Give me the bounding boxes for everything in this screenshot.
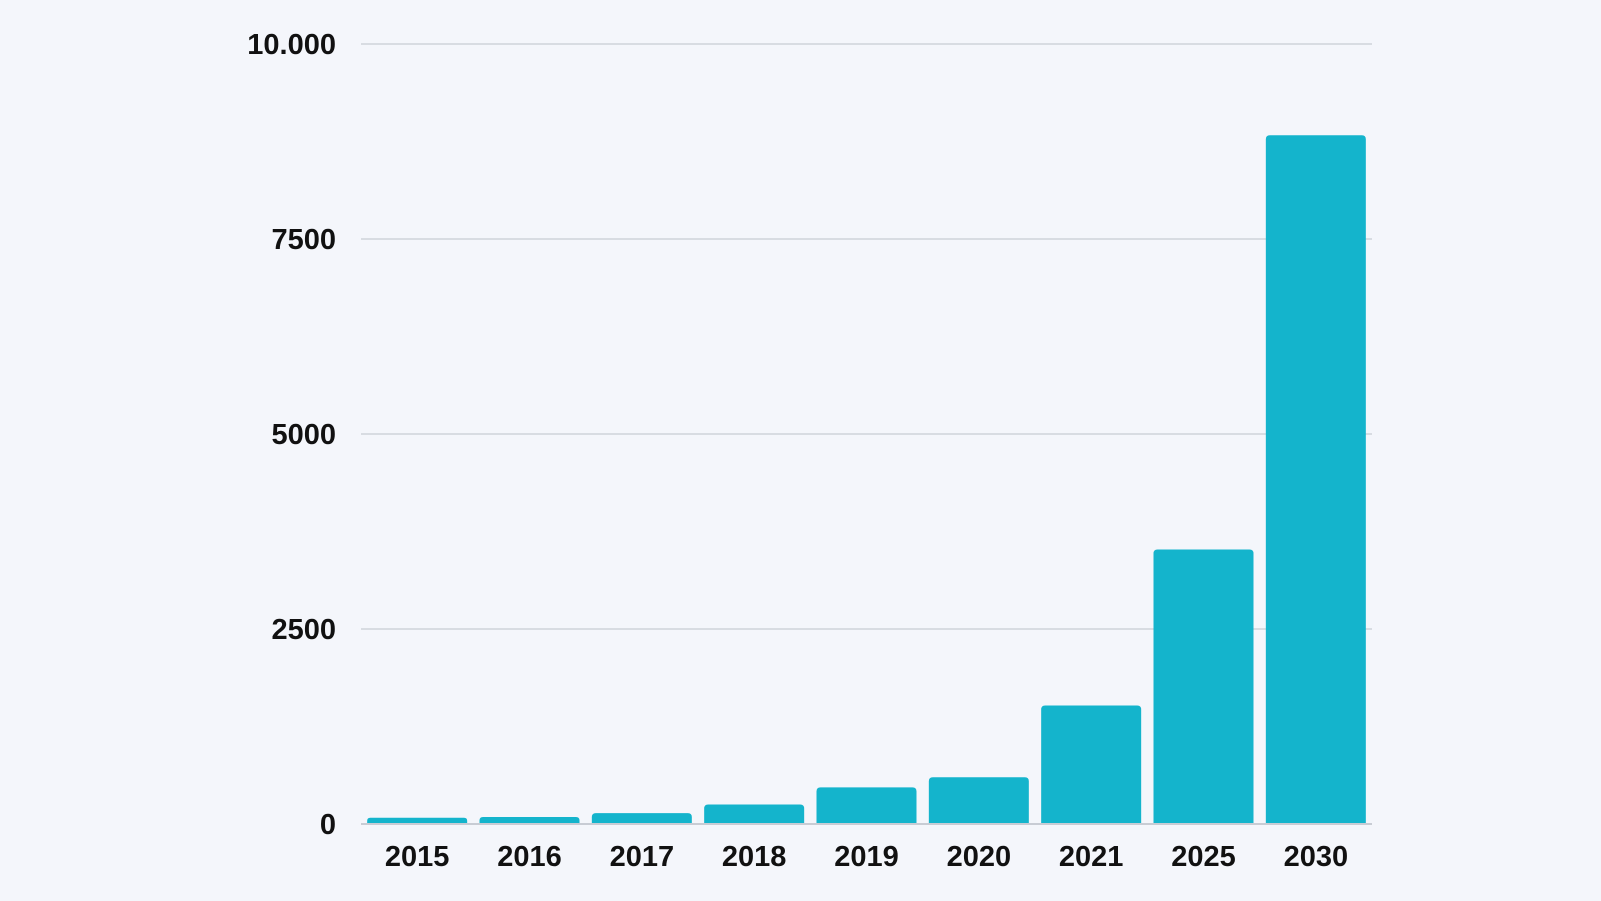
bar-2030 <box>1265 135 1366 824</box>
y-tick-label: 0 <box>320 809 336 841</box>
y-tick-label: 5000 <box>271 419 336 451</box>
bar-2016 <box>479 816 580 824</box>
bar-2018 <box>704 804 805 824</box>
x-tick-label: 2017 <box>610 841 675 873</box>
bar-2025 <box>1153 549 1254 824</box>
y-tick-label: 7500 <box>271 224 336 256</box>
x-tick-label: 2020 <box>947 841 1012 873</box>
x-tick-label: 2016 <box>497 841 562 873</box>
x-tick-labels: 2015 2016 2017 2018 2019 2020 2021 2025 2030 <box>385 841 1348 873</box>
x-tick-label: 2019 <box>834 841 899 873</box>
bar-2015 <box>367 817 468 824</box>
bar-2020 <box>928 777 1029 824</box>
y-tick-label: 2500 <box>271 614 336 646</box>
bar-2021 <box>1041 705 1142 824</box>
grid-layer <box>361 43 1372 630</box>
x-tick-label: 2030 <box>1284 841 1349 873</box>
bar-2017 <box>591 813 692 824</box>
x-tick-label: 2021 <box>1059 841 1124 873</box>
y-tick-labels: 0 2500 5000 7500 10.000 <box>247 29 336 841</box>
x-tick-label: 2018 <box>722 841 787 873</box>
y-tick-label: 10.000 <box>247 29 336 61</box>
bar-layer <box>367 135 1366 824</box>
bar-2019 <box>816 787 917 824</box>
x-tick-label: 2025 <box>1171 841 1236 873</box>
x-tick-label: 2015 <box>385 841 450 873</box>
